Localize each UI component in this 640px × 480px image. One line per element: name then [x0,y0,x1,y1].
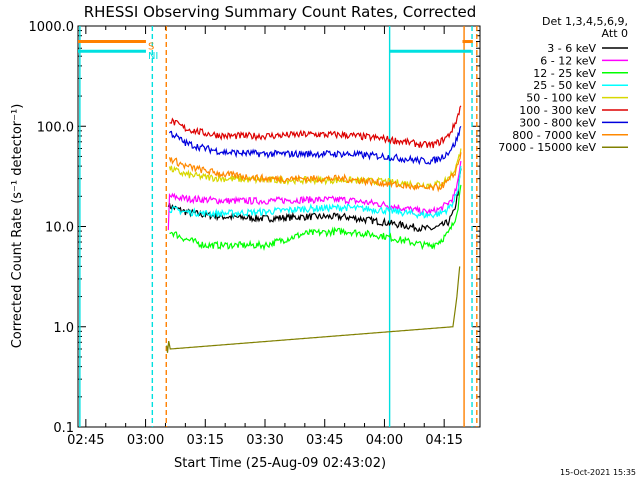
series-line [167,160,462,231]
series-lines [166,105,462,353]
chart-title: RHESSI Observing Summary Count Rates, Co… [84,3,477,21]
footer-date: 15-Oct-2021 15:35 [560,468,636,477]
legend-label: 100 - 300 keV [519,104,596,117]
legend-label: 3 - 6 keV [547,42,596,55]
legend-label: 7000 - 15000 keV [498,141,596,154]
x-tick-label: 04:15 [425,433,462,448]
y-axis: 0.1 1.0 10.0 100.0 1000.0 [29,20,480,436]
legend-header-line-2: Att 0 [602,27,628,40]
series-line [168,166,462,220]
legend-label: 300 - 800 keV [519,116,596,129]
series-line [167,168,462,233]
series-line [169,125,462,166]
plot-area: 0.1 1.0 10.0 100.0 1000.0 02:45 03:00 03:15 03:… [29,20,481,448]
plot-frame [77,25,481,428]
legend-label: 800 - 7000 keV [512,129,596,142]
x-axis: 02:45 03:00 03:15 03:30 03:45 04:00 04:15 [67,26,465,448]
legend-label: 6 - 12 keV [540,54,596,67]
y-tick-label: 10.0 [45,221,74,236]
y-axis-label: Corrected Count Rate (s⁻¹ detector⁻¹) [10,104,25,349]
x-tick-label: 03:00 [127,433,164,448]
y-tick-label: 1.0 [53,321,74,336]
legend-header-line-1: Det 1,3,4,5,6,9, [542,15,628,28]
x-tick-label: 03:45 [306,433,343,448]
series-line [169,105,462,149]
y-tick-label: 0.1 [53,421,74,436]
x-axis-label: Start Time (25-Aug-09 02:43:02) [174,456,386,471]
x-tick-label: 03:15 [187,433,224,448]
series-line [166,266,461,353]
x-tick-label: 04:00 [366,433,403,448]
series-line [169,184,462,251]
flag-bars: SNI [78,40,473,62]
legend-label: 25 - 50 keV [533,79,596,92]
x-tick-label: 02:45 [67,433,104,448]
event-lines [79,26,478,427]
flag-label: NI [148,51,158,62]
y-tick-label: 100.0 [37,120,74,135]
series-line [168,152,462,193]
x-tick-label: 03:30 [246,433,283,448]
flag-label: S [148,42,154,53]
legend-label: 50 - 100 keV [526,92,596,105]
legend-label: 12 - 25 keV [533,67,596,80]
y-tick-label: 1000.0 [29,20,75,35]
